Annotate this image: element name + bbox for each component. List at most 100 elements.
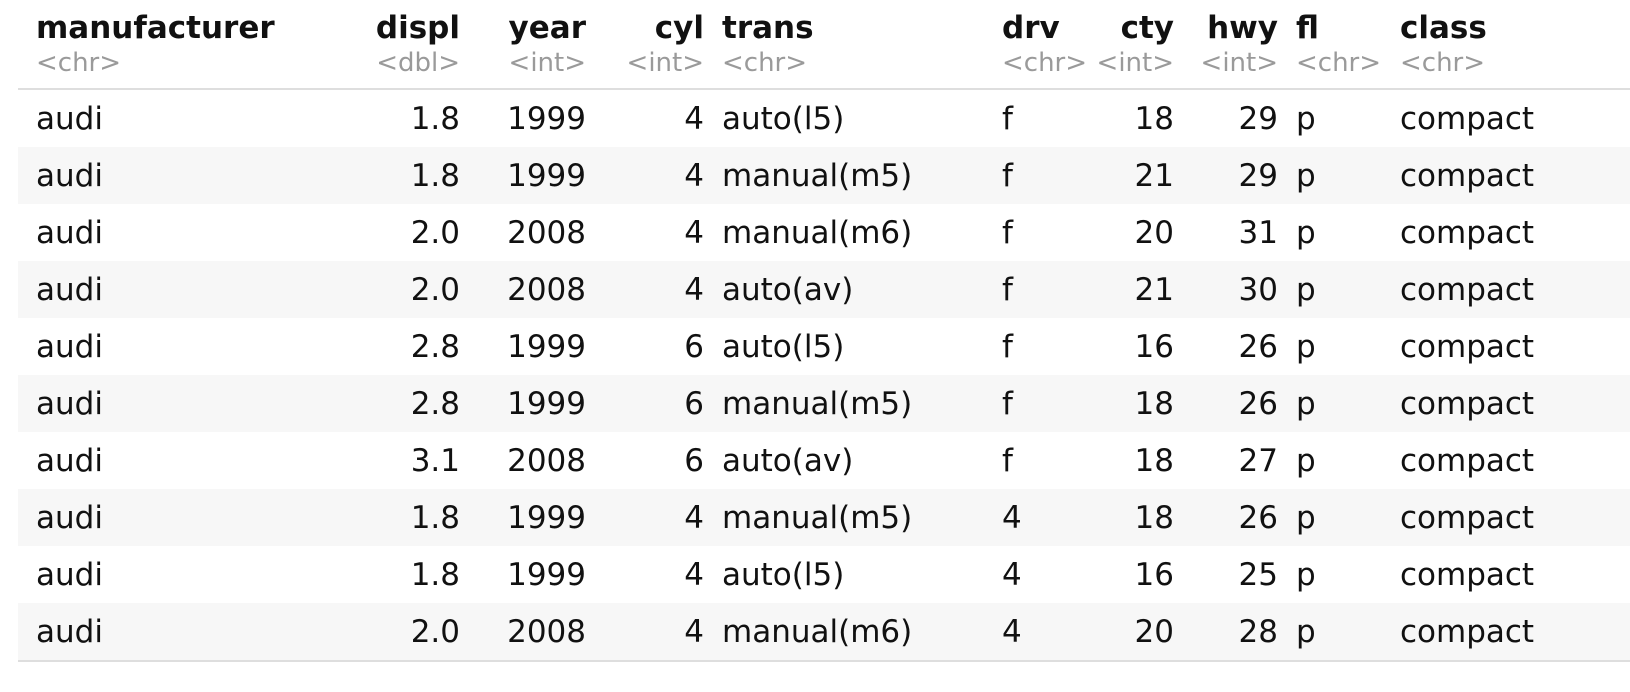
cell-displ: 3.1 [410, 442, 460, 479]
cell-class: compact [1400, 147, 1630, 204]
cell-trans: manual(m5) [722, 147, 1002, 204]
cell-cyl: 4 [604, 147, 722, 204]
cell-hwy: 29 [1192, 147, 1296, 204]
column-header-class: class <chr> [1400, 10, 1630, 90]
cell-cty: 18 [1134, 442, 1174, 479]
table-row: audi 1.8 1999 4 auto(l5) 4 16 25 p compact [18, 546, 1630, 603]
cell-year: 1999 [478, 147, 604, 204]
cell-trans: auto(av) [722, 261, 1002, 318]
cell-cty: 16 [1134, 556, 1174, 593]
cell-hwy: 30 [1192, 261, 1296, 318]
cell-cyl: 6 [684, 442, 704, 479]
column-header-manufacturer: manufacturer <chr> [18, 10, 350, 90]
column-type: <int> [626, 48, 704, 78]
cell-class: compact [1400, 214, 1535, 251]
cell-displ: 2.8 [410, 328, 460, 365]
column-type: <chr> [1296, 48, 1382, 78]
cell-hwy: 26 [1192, 489, 1296, 546]
cell-year: 1999 [507, 328, 586, 365]
cell-class: compact [1400, 375, 1630, 432]
cell-year: 2008 [507, 214, 586, 251]
cell-cty: 20 [1134, 214, 1174, 251]
cell-trans: manual(m5) [722, 489, 1002, 546]
cell-class: compact [1400, 442, 1535, 479]
cell-cty: 16 [1134, 328, 1174, 365]
cell-manufacturer: audi [36, 100, 103, 137]
column-type: <chr> [1002, 48, 1088, 78]
cell-hwy: 26 [1192, 375, 1296, 432]
cell-hwy: 28 [1192, 603, 1296, 662]
cell-fl: p [1296, 442, 1316, 479]
cell-drv: 4 [1002, 603, 1094, 662]
cell-year: 2008 [478, 603, 604, 662]
table-row: audi 2.8 1999 6 manual(m5) f 18 26 p compact [18, 375, 1630, 432]
cell-cyl: 4 [604, 489, 722, 546]
table-row: audi 3.1 2008 6 auto(av) f 18 27 p compact [18, 432, 1630, 489]
cell-cty: 21 [1094, 147, 1192, 204]
column-header-fl: fl <chr> [1296, 10, 1400, 90]
column-name: cyl [654, 10, 704, 46]
cell-hwy: 26 [1238, 328, 1278, 365]
column-name: manufacturer [36, 10, 275, 46]
cell-manufacturer: audi [36, 328, 103, 365]
column-type: <chr> [1400, 48, 1486, 78]
cell-class: compact [1400, 556, 1535, 593]
column-header-displ: displ <dbl> [350, 10, 478, 90]
column-name: class [1400, 10, 1487, 46]
cell-class: compact [1400, 261, 1630, 318]
cell-manufacturer: audi [18, 489, 350, 546]
cell-year: 1999 [478, 375, 604, 432]
cell-fl: p [1296, 147, 1400, 204]
cell-displ: 2.8 [350, 375, 478, 432]
cell-trans: manual(m5) [722, 375, 1002, 432]
cell-trans: auto(l5) [722, 100, 845, 137]
cell-cty: 18 [1094, 375, 1192, 432]
cell-trans: manual(m6) [722, 603, 1002, 662]
cell-hwy: 29 [1238, 100, 1278, 137]
cell-displ: 1.8 [410, 556, 460, 593]
table-row: audi 2.0 2008 4 manual(m6) f 20 31 p compact [18, 204, 1630, 261]
column-header-year: year <int> [478, 10, 604, 90]
cell-hwy: 27 [1238, 442, 1278, 479]
cell-drv: f [1002, 375, 1094, 432]
cell-manufacturer: audi [18, 261, 350, 318]
column-type: <int> [1096, 48, 1174, 78]
column-header-trans: trans <chr> [722, 10, 1002, 90]
cell-manufacturer: audi [18, 603, 350, 662]
column-name: displ [375, 10, 460, 46]
cell-displ: 1.8 [350, 147, 478, 204]
cell-drv: f [1002, 261, 1094, 318]
table-row: audi 1.8 1999 4 manual(m5) f 21 29 p compact [18, 147, 1630, 204]
cell-manufacturer: audi [36, 442, 103, 479]
column-name: fl [1296, 10, 1319, 46]
cell-cyl: 6 [684, 328, 704, 365]
cell-drv: 4 [1002, 556, 1022, 593]
cell-hwy: 31 [1238, 214, 1278, 251]
cell-fl: p [1296, 100, 1316, 137]
cell-cty: 18 [1094, 489, 1192, 546]
column-name: hwy [1207, 10, 1278, 46]
column-type: <int> [508, 48, 586, 78]
column-header-cyl: cyl <int> [604, 10, 722, 90]
cell-manufacturer: audi [36, 556, 103, 593]
table-header: manufacturer <chr> displ <dbl> year <int> cyl <… [18, 10, 1630, 90]
cell-year: 1999 [507, 100, 586, 137]
cell-drv: f [1002, 214, 1013, 251]
cell-manufacturer: audi [18, 375, 350, 432]
cell-drv: f [1002, 100, 1013, 137]
cell-cty: 18 [1134, 100, 1174, 137]
cell-cyl: 6 [604, 375, 722, 432]
column-type: <chr> [722, 48, 808, 78]
column-header-hwy: hwy <int> [1192, 10, 1296, 90]
cell-class: compact [1400, 489, 1630, 546]
cell-fl: p [1296, 261, 1400, 318]
cell-year: 1999 [507, 556, 586, 593]
column-name: cty [1120, 10, 1174, 46]
table-row: audi 1.8 1999 4 manual(m5) 4 18 26 p compact [18, 489, 1630, 546]
table-row: audi 2.0 2008 4 manual(m6) 4 20 28 p compact [18, 603, 1630, 662]
cell-class: compact [1400, 603, 1630, 662]
cell-displ: 1.8 [350, 489, 478, 546]
cell-cyl: 4 [604, 603, 722, 662]
cell-drv: 4 [1002, 489, 1094, 546]
cell-drv: f [1002, 442, 1013, 479]
